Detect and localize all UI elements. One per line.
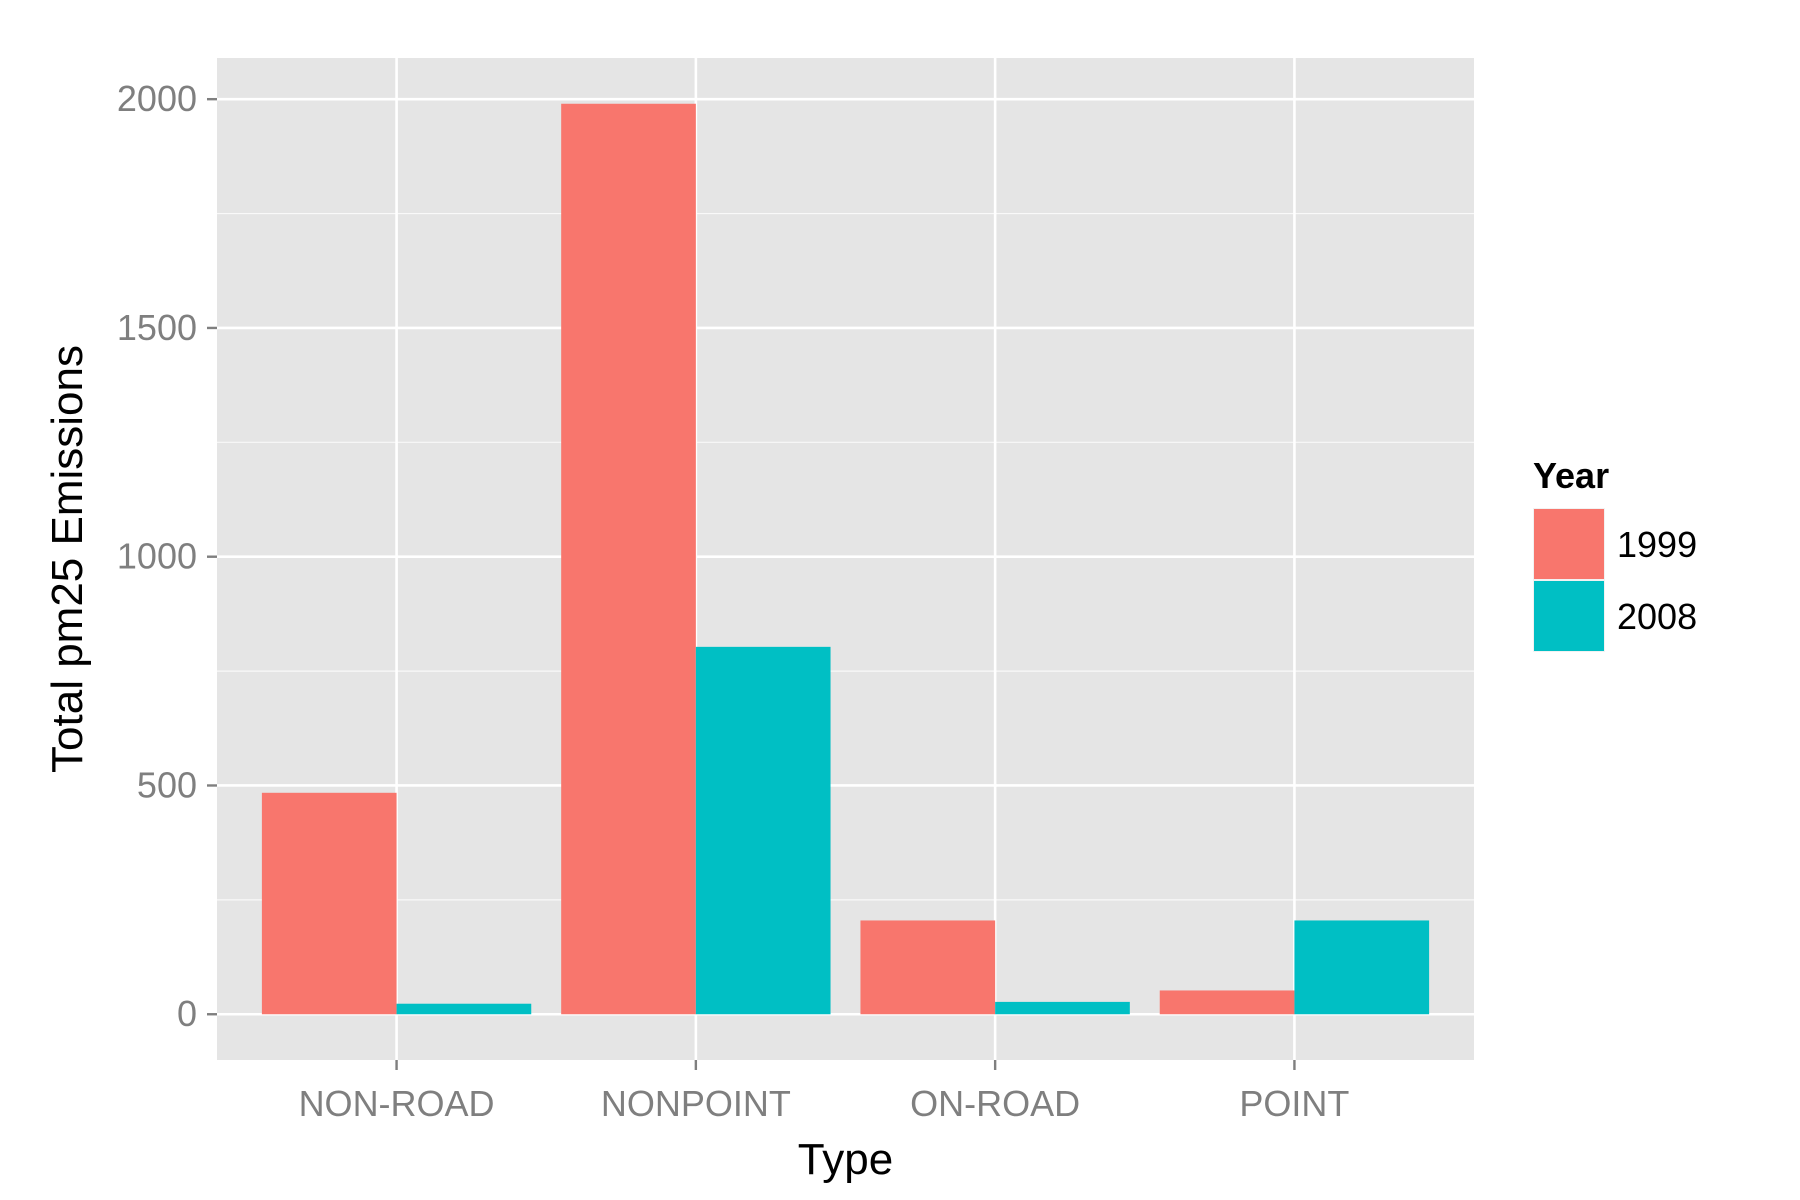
y-tick-label: 1000: [117, 536, 197, 577]
legend-label-1999: 1999: [1617, 524, 1697, 565]
x-axis: NON-ROAD NONPOINT ON-ROAD POINT: [299, 1060, 1349, 1124]
legend-key-2008: [1534, 581, 1604, 651]
plot-panel: [217, 58, 1474, 1060]
bar-non-road-2008: [396, 1003, 532, 1015]
y-tick-label: 0: [177, 993, 197, 1034]
legend-items: 1999 2008: [1533, 508, 1697, 652]
y-axis: 0 500 1000 1500 2000: [117, 78, 217, 1034]
bar-non-road-1999: [261, 792, 397, 1015]
bar-on-road-1999: [860, 920, 996, 1015]
x-axis-title: Type: [798, 1135, 893, 1184]
bar-on-road-2008: [995, 1001, 1130, 1015]
legend-label-2008: 2008: [1617, 596, 1697, 637]
bar-point-1999: [1159, 990, 1295, 1015]
x-tick-label: ON-ROAD: [910, 1083, 1080, 1124]
legend: Year 1999 2008: [1533, 455, 1697, 652]
bar-nonpoint-1999: [561, 103, 696, 1015]
x-tick-label: NONPOINT: [601, 1083, 791, 1124]
bar-point-2008: [1294, 920, 1430, 1015]
x-tick-label: NON-ROAD: [299, 1083, 495, 1124]
y-tick-label: 2000: [117, 78, 197, 119]
bar-nonpoint-2008: [695, 646, 831, 1015]
y-tick-label: 1500: [117, 307, 197, 348]
x-tick-label: POINT: [1239, 1083, 1349, 1124]
bars: [261, 103, 1430, 1015]
y-axis-title: Total pm25 Emissions: [43, 345, 92, 773]
minor-gridlines: [217, 212, 1474, 901]
legend-title: Year: [1533, 455, 1609, 496]
y-tick-label: 500: [137, 764, 197, 805]
legend-key-1999: [1534, 509, 1604, 579]
